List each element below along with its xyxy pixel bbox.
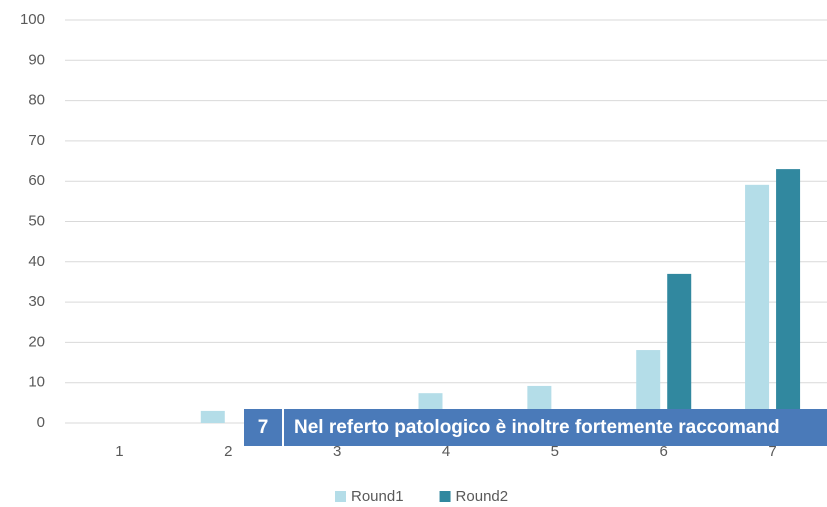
banner-number: 7 [244, 409, 284, 446]
y-tick-label: 10 [28, 374, 45, 391]
y-tick-label: 70 [28, 132, 45, 149]
y-tick-label: 0 [37, 414, 45, 431]
y-tick-label: 30 [28, 293, 45, 310]
x-tick-label: 5 [551, 443, 559, 460]
bar [200, 410, 225, 423]
bar [667, 273, 692, 423]
y-tick-label: 60 [28, 172, 45, 189]
x-tick-label: 7 [768, 443, 776, 460]
bar [745, 184, 770, 423]
banner-text: Nel referto patologico è inoltre forteme… [294, 416, 780, 438]
legend-swatch [439, 491, 451, 502]
y-tick-label: 50 [28, 212, 45, 229]
y-tick-label: 20 [28, 333, 45, 350]
x-tick-label: 3 [333, 443, 341, 460]
x-tick-label: 1 [115, 443, 123, 460]
y-tick-label: 80 [28, 92, 45, 109]
x-tick-label: 6 [660, 443, 668, 460]
legend-swatch [335, 491, 346, 502]
x-tick-label: 2 [224, 443, 232, 460]
legend-label: Round1 [351, 488, 404, 505]
legend-label: Round2 [456, 488, 509, 505]
banner: 7 Nel referto patologico è inoltre forte… [244, 409, 827, 446]
y-tick-label: 100 [20, 11, 45, 28]
x-tick-label: 4 [442, 443, 450, 460]
bar [776, 169, 801, 423]
y-tick-label: 40 [28, 253, 45, 270]
y-tick-label: 90 [28, 51, 45, 68]
